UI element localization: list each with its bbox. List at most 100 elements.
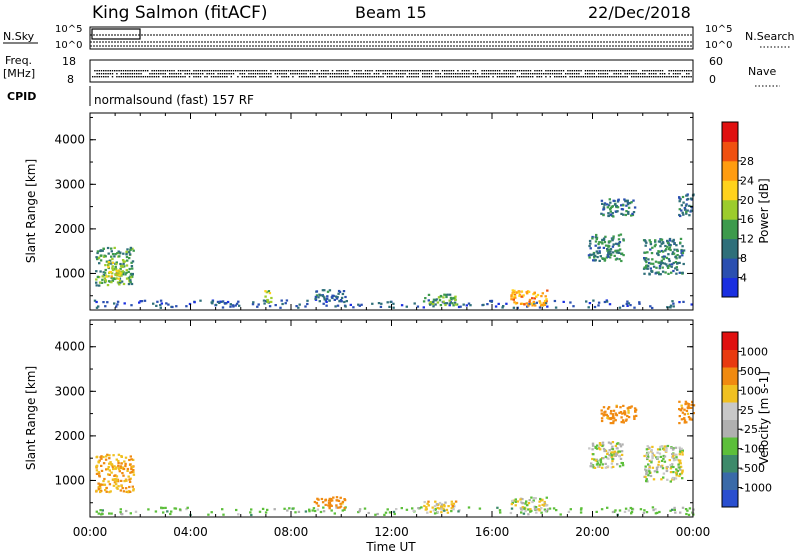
cell-power <box>104 274 107 277</box>
cell-power <box>649 241 652 244</box>
freq-tick-high: 18 <box>62 55 76 68</box>
cell-power <box>113 255 116 258</box>
cell-power <box>608 250 611 253</box>
cell-power <box>594 240 598 243</box>
cell-power <box>688 214 691 217</box>
cell-power <box>519 302 523 305</box>
cell-vel <box>678 453 681 456</box>
cell-vel <box>654 508 657 511</box>
colorbar-swatch <box>722 258 738 278</box>
cell-vel <box>675 456 678 459</box>
cell-vel <box>478 507 482 510</box>
cell-power <box>615 204 618 208</box>
freq-sample <box>529 73 532 75</box>
cell-power <box>344 295 347 299</box>
cell-power <box>657 261 660 264</box>
cell-vel <box>652 509 655 512</box>
freq-sample <box>459 73 461 75</box>
freq-sample <box>221 73 224 75</box>
cell-power <box>612 251 615 254</box>
cell-vel <box>108 454 111 457</box>
cell-vel <box>541 498 544 501</box>
cell-power <box>279 306 282 309</box>
cell-vel <box>559 513 562 516</box>
freq-sample <box>226 76 228 78</box>
cell-vel <box>121 487 124 490</box>
freq-sample <box>631 76 633 78</box>
cell-vel <box>673 453 677 456</box>
cell-power <box>342 290 346 293</box>
cell-power <box>617 242 621 245</box>
cell-power <box>111 261 115 264</box>
freq-sample <box>232 73 235 75</box>
cell-power <box>675 266 678 269</box>
cell-power <box>116 270 119 273</box>
freq-sample <box>98 76 100 78</box>
freq-sample <box>292 73 294 75</box>
cell-power <box>107 261 111 264</box>
freq-sample <box>488 70 490 72</box>
cell-power <box>127 283 131 286</box>
freq-sample <box>406 70 408 72</box>
cell-vel <box>433 505 437 508</box>
cell-vel <box>249 511 252 514</box>
cell-power <box>125 255 129 259</box>
cell-power <box>429 303 432 306</box>
cell-power <box>528 303 531 306</box>
cell-power <box>101 278 104 281</box>
cell-vel <box>420 506 423 509</box>
cell-power <box>543 299 547 303</box>
freq-sample <box>125 76 127 78</box>
freq-sample <box>683 70 686 72</box>
freq-sample <box>336 76 338 78</box>
cell-vel <box>405 508 409 511</box>
cell-vel <box>358 510 361 513</box>
cell-vel <box>594 459 597 462</box>
freq-sample <box>186 70 188 72</box>
cell-vel <box>606 452 609 455</box>
cell-vel <box>108 473 111 476</box>
freq-sample <box>578 73 580 75</box>
cell-vel <box>107 473 110 476</box>
freq-sample <box>129 76 131 78</box>
cell-power <box>671 252 674 256</box>
cell-power <box>111 253 115 256</box>
freq-sample <box>648 70 650 72</box>
freq-sample <box>558 76 560 78</box>
freq-sample <box>147 70 149 72</box>
cell-vel <box>593 458 596 461</box>
cell-power <box>114 265 117 268</box>
cell-power <box>341 292 345 296</box>
cell-power <box>95 270 98 273</box>
cell-power <box>332 294 335 297</box>
cell-vel <box>613 510 616 513</box>
freq-sample <box>395 76 397 78</box>
cell-power <box>338 300 341 303</box>
freq-sample <box>268 73 270 75</box>
freq-sample <box>688 70 690 72</box>
colorbar-swatch <box>722 367 738 385</box>
cell-power <box>512 292 515 295</box>
cell-vel <box>100 513 103 516</box>
freq-sample <box>217 73 219 75</box>
cell-vel <box>665 467 668 470</box>
cell-power <box>251 303 255 306</box>
freq-sample <box>215 76 217 78</box>
cell-power <box>675 244 678 247</box>
cell-power <box>609 208 612 211</box>
colorbar-tick-label: 1000 <box>740 345 768 358</box>
freq-sample <box>510 73 512 75</box>
cell-vel <box>101 483 104 486</box>
cell-power <box>264 299 268 303</box>
colorbar-swatch <box>722 160 738 181</box>
cell-power <box>620 208 624 211</box>
cell-vel <box>678 415 681 418</box>
cell-vel <box>600 417 604 420</box>
freq-sample <box>386 73 389 75</box>
freq-sample <box>545 73 547 75</box>
freq-sample <box>219 73 221 75</box>
freq-sample <box>626 76 628 78</box>
cell-power <box>358 304 361 307</box>
cell-vel <box>540 511 543 514</box>
cell-vel <box>511 499 514 502</box>
